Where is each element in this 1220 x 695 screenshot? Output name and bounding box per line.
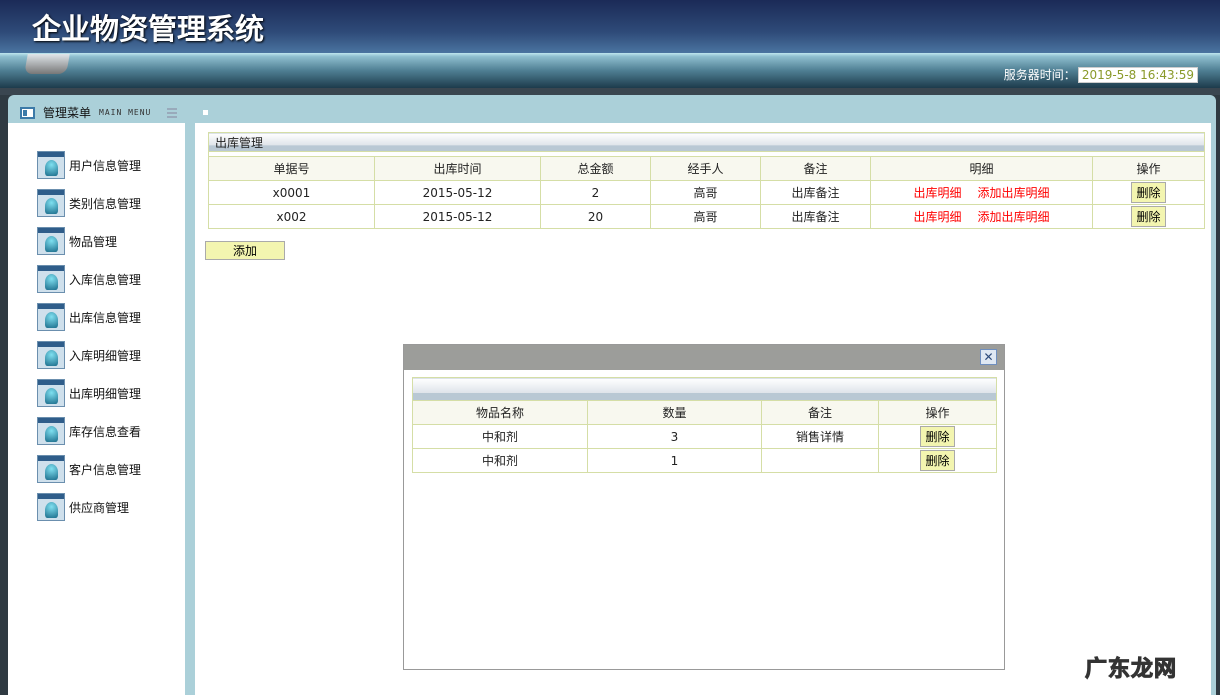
column-header: 出库时间 <box>374 156 541 181</box>
watermark: 广东龙网 <box>1084 657 1178 683</box>
cell-amount: 20 <box>540 204 651 229</box>
users-icon <box>37 379 65 407</box>
sidebar-item-label: 出库信息管理 <box>69 310 142 325</box>
sidebar-item-label: 客户信息管理 <box>69 462 142 477</box>
column-header: 明细 <box>870 156 1093 181</box>
sidebar-item[interactable]: 物品管理 <box>37 227 117 255</box>
cell-handler: 高哥 <box>650 204 761 229</box>
add-detail-link[interactable]: 添加出库明细 <box>977 186 1050 200</box>
column-header: 备注 <box>760 156 871 181</box>
cell-action: 删除 <box>878 424 997 449</box>
divider <box>0 88 1220 95</box>
cell-name: 中和剂 <box>412 424 588 449</box>
header: 企业物资管理系统 服务器时间： 2019-5-8 16:43:59 <box>0 0 1220 88</box>
column-header: 物品名称 <box>412 400 588 425</box>
sidebar-item[interactable]: 出库信息管理 <box>37 303 141 331</box>
users-icon <box>37 417 65 445</box>
server-time-label: 服务器时间： <box>1003 68 1076 82</box>
app-title: 企业物资管理系统 <box>32 12 265 46</box>
delete-button[interactable]: 删除 <box>920 426 955 447</box>
sidebar-item-label: 出库明细管理 <box>69 386 142 401</box>
cell-handler: 高哥 <box>650 180 761 205</box>
cell-qty: 3 <box>587 424 762 449</box>
detail-link[interactable]: 出库明细 <box>913 210 962 224</box>
users-icon <box>37 493 65 521</box>
sidebar-item[interactable]: 客户信息管理 <box>37 455 141 483</box>
toggle-dot-icon[interactable] <box>203 110 209 115</box>
cell-name: 中和剂 <box>412 448 588 473</box>
users-icon <box>37 151 65 179</box>
server-time-value: 2019-5-8 16:43:59 <box>1077 66 1198 83</box>
delete-button[interactable]: 删除 <box>920 450 955 471</box>
cell-amount: 2 <box>540 180 651 205</box>
menu-title: 管理菜单 <box>43 106 92 120</box>
sidebar-item-label: 物品管理 <box>69 234 118 249</box>
users-icon <box>37 455 65 483</box>
cell-action: 删除 <box>1092 180 1205 205</box>
sidebar-item-label: 库存信息查看 <box>69 424 142 439</box>
sidebar-item[interactable]: 类别信息管理 <box>37 189 141 217</box>
cell-time: 2015-05-12 <box>374 180 541 205</box>
cell-time: 2015-05-12 <box>374 204 541 229</box>
detail-modal: ✕ 物品名称 数量 备注 操作 中和剂 3 销售详情 删除 中和剂 1 删除 <box>403 344 1005 670</box>
users-icon <box>37 189 65 217</box>
column-header: 操作 <box>878 400 997 425</box>
cell-id: x002 <box>208 204 375 229</box>
outbound-table: 出库管理 单据号 出库时间 总金额 经手人 备注 明细 操作 x0001 2015-05-12… <box>208 132 1205 229</box>
cell-note: 出库备注 <box>760 180 871 205</box>
table-row: x002 2015-05-12 20 高哥 出库备注 出库明细 添加出库明细 删除 <box>208 204 1205 229</box>
sidebar-item-label: 入库信息管理 <box>69 272 142 287</box>
users-icon <box>37 265 65 293</box>
delete-button[interactable]: 删除 <box>1131 182 1166 203</box>
sidebar-item-label: 用户信息管理 <box>69 158 142 173</box>
column-header: 总金额 <box>540 156 651 181</box>
cell-action: 删除 <box>1092 204 1205 229</box>
monitor-icon <box>24 54 70 74</box>
sidebar-item[interactable]: 入库明细管理 <box>37 341 141 369</box>
detail-table-title <box>412 377 997 401</box>
table-row: x0001 2015-05-12 2 高哥 出库备注 出库明细 添加出库明细 删除 <box>208 180 1205 205</box>
table-title: 出库管理 <box>208 132 1205 152</box>
users-icon <box>37 303 65 331</box>
sidebar-item[interactable]: 入库信息管理 <box>37 265 141 293</box>
sidebar-item[interactable]: 出库明细管理 <box>37 379 141 407</box>
sidebar-item-label: 供应商管理 <box>69 500 130 515</box>
server-time: 服务器时间： 2019-5-8 16:43:59 <box>1004 66 1198 83</box>
sidebar-item[interactable]: 供应商管理 <box>37 493 129 521</box>
table-row: 中和剂 3 销售详情 删除 <box>412 424 997 449</box>
column-header: 操作 <box>1092 156 1205 181</box>
close-icon[interactable]: ✕ <box>980 349 997 365</box>
table-row: 中和剂 1 删除 <box>412 448 997 473</box>
detail-link[interactable]: 出库明细 <box>913 186 962 200</box>
modal-titlebar[interactable]: ✕ <box>404 345 1004 370</box>
menu-subtitle: MAIN MENU <box>99 108 152 117</box>
sidebar-item[interactable]: 库存信息查看 <box>37 417 141 445</box>
column-header: 单据号 <box>208 156 375 181</box>
sidebar-item[interactable]: 用户信息管理 <box>37 151 141 179</box>
column-header: 数量 <box>587 400 762 425</box>
cell-note: 出库备注 <box>760 204 871 229</box>
cell-note: 销售详情 <box>761 424 879 449</box>
cell-action: 删除 <box>878 448 997 473</box>
cell-qty: 1 <box>587 448 762 473</box>
cell-note <box>761 448 879 473</box>
sidebar-item-label: 入库明细管理 <box>69 348 142 363</box>
column-header: 备注 <box>761 400 879 425</box>
sidebar: 用户信息管理 类别信息管理 物品管理入库信息管理 出库信息管理 入库明细管理 出库明细管理… <box>8 123 185 695</box>
menu-icon <box>20 106 35 119</box>
column-header: 经手人 <box>650 156 761 181</box>
detail-table: 物品名称 数量 备注 操作 中和剂 3 销售详情 删除 中和剂 1 删除 <box>412 377 997 473</box>
cell-detail: 出库明细 添加出库明细 <box>870 180 1093 205</box>
list-icon[interactable] <box>167 107 178 118</box>
cell-detail: 出库明细 添加出库明细 <box>870 204 1093 229</box>
cell-id: x0001 <box>208 180 375 205</box>
add-button[interactable]: 添加 <box>205 241 285 260</box>
add-detail-link[interactable]: 添加出库明细 <box>977 210 1050 224</box>
users-icon <box>37 341 65 369</box>
users-icon <box>37 227 65 255</box>
sidebar-item-label: 类别信息管理 <box>69 196 142 211</box>
delete-button[interactable]: 删除 <box>1131 206 1166 227</box>
